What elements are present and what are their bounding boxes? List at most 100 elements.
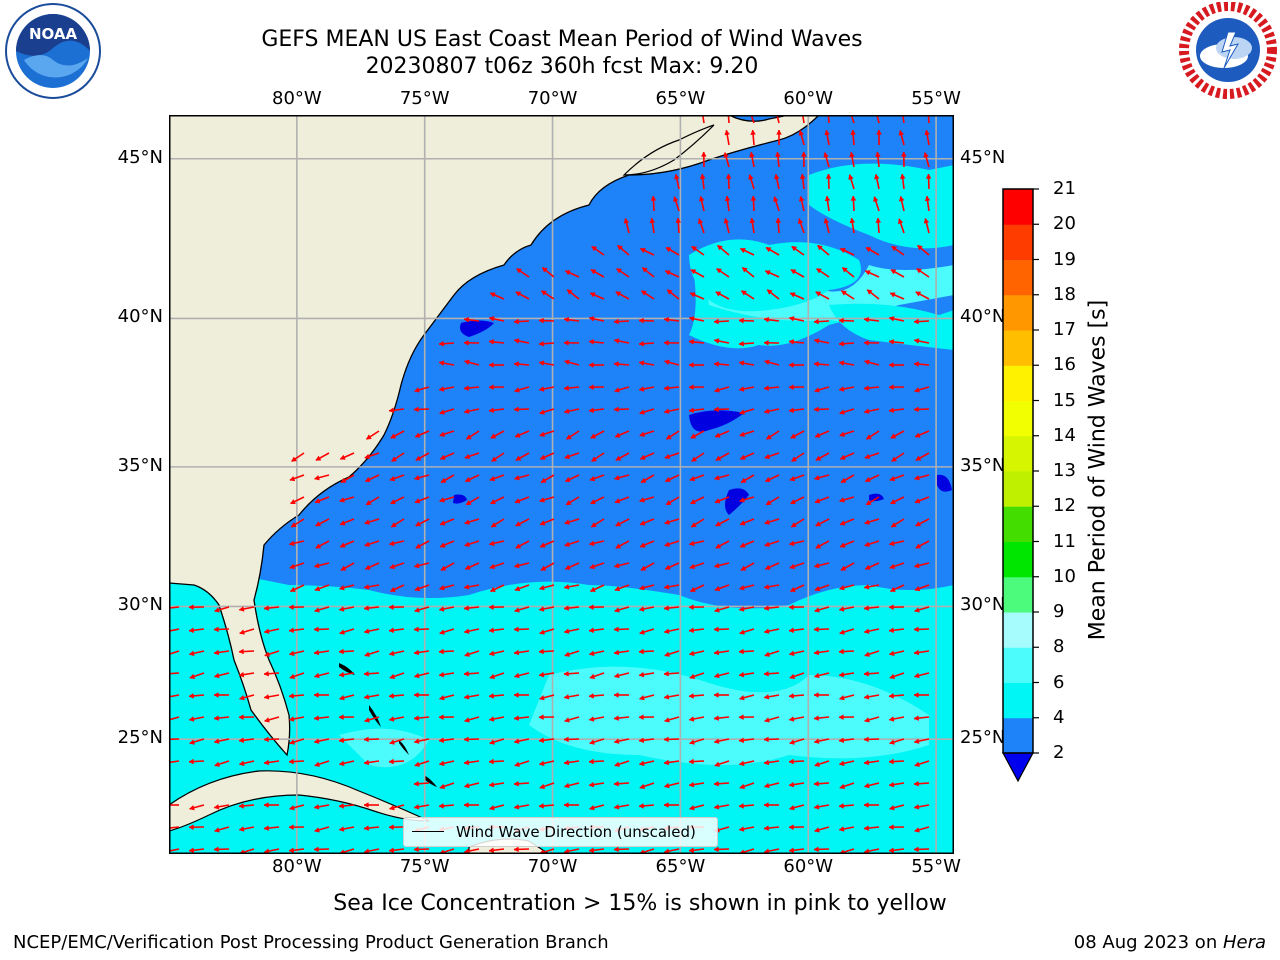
wave-direction-arrow	[798, 195, 805, 212]
wave-direction-arrow	[614, 760, 630, 767]
wave-direction-arrow	[639, 694, 655, 701]
wave-direction-arrow	[839, 782, 855, 790]
wave-direction-arrow	[773, 196, 780, 212]
wave-direction-arrow	[188, 693, 205, 699]
colorbar-band	[1003, 682, 1033, 719]
wave-direction-arrow	[463, 340, 480, 346]
run-date: 08 Aug 2023 on Hera	[1074, 932, 1266, 953]
wave-direction-arrow	[339, 584, 355, 591]
colorbar-tick-label: 9	[1053, 601, 1065, 622]
wave-direction-arrow	[663, 605, 680, 611]
wave-direction-arrow	[823, 152, 830, 168]
legend-label: Wind Wave Direction (unscaled)	[456, 823, 696, 841]
wave-direction-arrow	[814, 606, 830, 613]
wave-direction-arrow	[564, 359, 580, 366]
wave-direction-arrow	[890, 269, 905, 278]
wave-direction-arrow	[515, 452, 530, 461]
wave-direction-arrow	[313, 672, 330, 679]
wave-direction-arrow	[914, 430, 930, 438]
wave-direction-arrow	[363, 694, 380, 700]
wave-direction-arrow	[238, 606, 255, 612]
wave-direction-arrow	[338, 826, 355, 832]
wave-direction-arrow	[288, 716, 305, 722]
wave-direction-arrow	[789, 292, 805, 300]
wave-direction-arrow	[438, 340, 455, 347]
lon-tick-label: 60°W	[783, 856, 834, 877]
colorbar-band	[1003, 330, 1033, 366]
wave-direction-arrow	[263, 825, 280, 831]
wave-direction-arrow	[616, 244, 630, 256]
wave-direction-arrow	[813, 846, 830, 853]
wave-direction-arrow	[863, 385, 880, 391]
wave-direction-arrow	[488, 758, 505, 765]
wave-direction-arrow	[613, 318, 630, 325]
wave-direction-arrow	[788, 339, 805, 345]
wave-direction-arrow	[413, 846, 430, 853]
wave-direction-arrow	[925, 173, 932, 190]
wave-direction-arrow	[913, 672, 930, 679]
wave-direction-arrow	[891, 245, 905, 256]
wave-direction-arrow	[714, 430, 730, 438]
wave-direction-arrow	[714, 606, 730, 613]
wave-direction-arrow	[638, 714, 655, 720]
wave-direction-arrow	[688, 758, 705, 765]
wave-direction-arrow	[488, 384, 505, 390]
wave-direction-arrow	[438, 671, 455, 678]
wave-direction-arrow	[663, 759, 680, 766]
wave-direction-arrow	[764, 452, 780, 460]
wave-direction-arrow	[916, 267, 930, 278]
wave-direction-arrow	[713, 361, 730, 367]
wave-direction-arrow	[588, 339, 605, 345]
wave-direction-arrow	[513, 804, 530, 810]
wave-direction-arrow	[590, 518, 605, 528]
wave-direction-arrow	[564, 562, 580, 570]
wave-direction-arrow	[888, 407, 905, 414]
wave-direction-arrow	[665, 246, 680, 256]
wave-direction-arrow	[388, 540, 405, 547]
wave-direction-arrow	[689, 672, 705, 680]
wave-direction-arrow	[764, 518, 780, 525]
wave-direction-arrow	[788, 758, 805, 765]
wave-direction-arrow	[640, 290, 655, 300]
nws-logo	[1179, 2, 1277, 99]
wave-direction-arrow	[489, 804, 505, 811]
wave-direction-arrow	[664, 270, 680, 278]
wave-direction-arrow	[288, 758, 305, 765]
wave-direction-arrow	[891, 452, 905, 463]
wave-direction-arrow	[689, 738, 705, 745]
wave-direction-arrow	[613, 804, 630, 810]
wave-direction-arrow	[813, 338, 830, 344]
wave-direction-arrow	[888, 847, 905, 854]
wave-direction-arrow	[740, 290, 755, 300]
wave-direction-arrow	[264, 716, 280, 723]
wave-direction-arrow	[639, 628, 655, 635]
wave-direction-arrow	[538, 606, 555, 612]
wave-direction-arrow	[589, 738, 605, 745]
wave-direction-arrow	[338, 760, 355, 767]
wave-direction-arrow	[614, 430, 630, 438]
wave-direction-arrow	[388, 847, 405, 854]
wave-direction-arrow	[639, 540, 655, 548]
wave-direction-arrow	[638, 386, 655, 392]
wave-direction-arrow	[263, 802, 279, 808]
wave-direction-arrow	[591, 245, 605, 256]
wave-direction-arrow	[665, 496, 680, 506]
wave-direction-arrow	[788, 781, 805, 788]
wave-direction-arrow	[888, 540, 905, 547]
wave-direction-arrow	[914, 826, 930, 833]
wave-direction-arrow	[613, 649, 630, 656]
wave-direction-arrow	[413, 804, 430, 810]
wave-direction-arrow	[463, 584, 480, 590]
wave-direction-arrow	[663, 694, 680, 700]
wave-direction-arrow	[664, 716, 680, 723]
wave-direction-arrow	[438, 714, 455, 720]
wave-direction-arrow	[889, 804, 905, 811]
wave-direction-arrow	[674, 173, 680, 190]
wave-direction-arrow	[763, 605, 780, 611]
wave-direction-arrow	[638, 317, 655, 324]
wave-direction-arrow	[388, 627, 405, 634]
wave-direction-arrow	[488, 540, 505, 547]
wave-direction-arrow	[738, 826, 755, 832]
wave-direction-arrow	[590, 269, 605, 278]
wave-direction-arrow	[563, 408, 580, 414]
